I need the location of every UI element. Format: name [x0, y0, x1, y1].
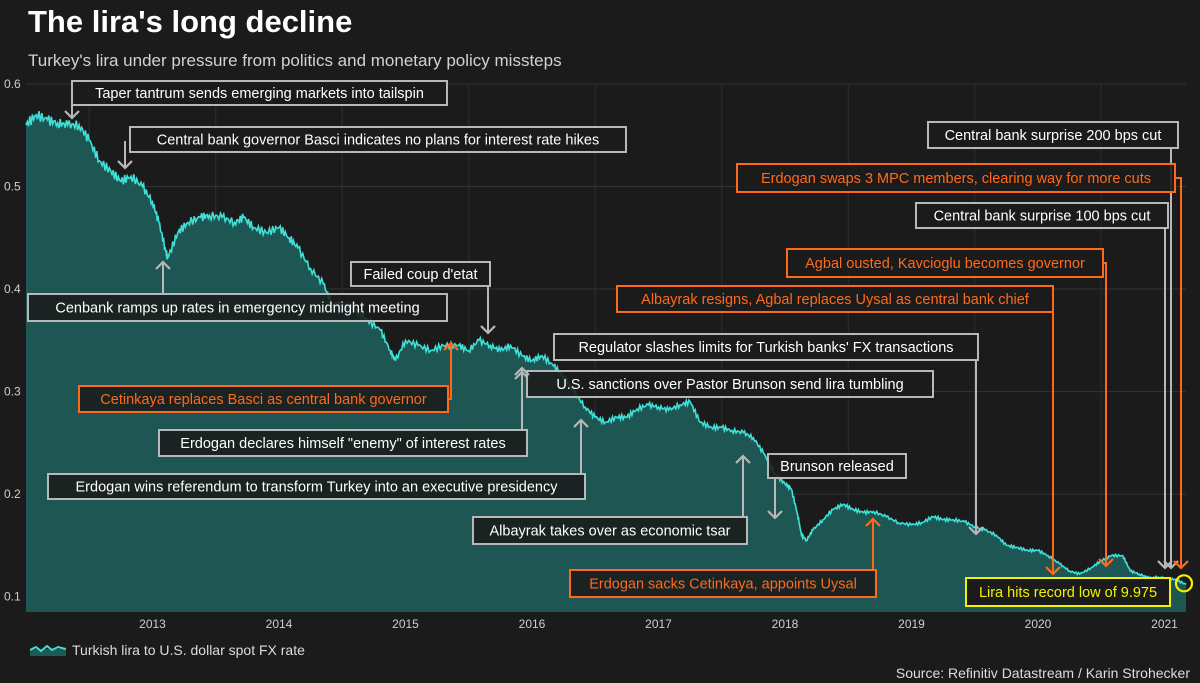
annotation-arrow-head — [1045, 566, 1061, 576]
x-tick-label: 2014 — [266, 617, 293, 631]
y-tick-label: 0.5 — [4, 180, 21, 194]
legend-label: Turkish lira to U.S. dollar spot FX rate — [72, 642, 305, 658]
x-tick-label: 2016 — [519, 617, 546, 631]
annotation-text: Central bank surprise 200 bps cut — [945, 128, 1162, 144]
annotation-box — [736, 163, 1176, 193]
legend: Turkish lira to U.S. dollar spot FX rate — [30, 642, 305, 658]
x-tick-label: 2019 — [898, 617, 925, 631]
annotation-box — [350, 261, 491, 287]
y-tick-label: 0.3 — [4, 385, 21, 399]
annotation-box — [78, 385, 449, 413]
record-low-marker — [1174, 574, 1194, 593]
annotation-box — [553, 333, 979, 361]
annotation-text: Cetinkaya replaces Basci as central bank… — [100, 392, 427, 408]
y-tick-label: 0.1 — [4, 590, 21, 604]
x-tick-label: 2020 — [1025, 617, 1052, 631]
chart-title: The lira's long decline — [28, 4, 353, 39]
x-tick-label: 2017 — [645, 617, 672, 631]
annotation-text: Central bank surprise 100 bps cut — [934, 209, 1151, 225]
annotation-arrow-head — [865, 517, 881, 527]
annotation-text: Agbal ousted, Kavcioglu becomes governor — [805, 256, 1085, 272]
annotation-box — [927, 121, 1179, 149]
source-credit: Source: Refinitiv Datastream / Karin Str… — [895, 665, 1190, 681]
annotation-arrow-head — [443, 341, 459, 351]
annotation-text: Lira hits record low of 9.975 — [979, 585, 1157, 601]
annotation-text: Albayrak takes over as economic tsar — [490, 524, 731, 540]
annotation-text: U.S. sanctions over Pastor Brunson send … — [556, 377, 903, 393]
annotations: Taper tantrum sends emerging markets int… — [27, 80, 1194, 607]
annotation-arrow-head — [480, 325, 496, 335]
legend-swatch — [30, 644, 66, 656]
annotation-arrow-head — [573, 418, 589, 428]
annotation-arrow-head — [968, 526, 984, 536]
annotation-box — [786, 248, 1104, 278]
annotation-box — [915, 202, 1169, 229]
annotation-text: Regulator slashes limits for Turkish ban… — [578, 340, 953, 356]
annotation-arrow-head — [767, 510, 783, 520]
annotation-arrow-head — [155, 260, 171, 270]
x-tick-label: 2015 — [392, 617, 419, 631]
annotation-arrow — [1103, 262, 1107, 566]
annotation-box — [129, 126, 627, 153]
x-tick-label: 2013 — [139, 617, 166, 631]
annotation-box — [71, 80, 448, 106]
annotation-text: Erdogan wins referendum to transform Tur… — [76, 480, 559, 496]
annotation-box — [27, 293, 448, 322]
annotation-text: Erdogan declares himself "enemy" of inte… — [180, 436, 505, 452]
annotation-arrow-head — [117, 160, 133, 170]
annotation-text: Erdogan sacks Cetinkaya, appoints Uysal — [589, 577, 857, 593]
annotation-box — [767, 453, 907, 479]
annotation-arrow-head — [64, 110, 80, 120]
annotation-text: Erdogan swaps 3 MPC members, clearing wa… — [761, 171, 1151, 187]
series-line — [25, 111, 1187, 585]
annotation-box — [47, 473, 586, 500]
annotation-box — [158, 429, 528, 457]
annotation-text: Central bank governor Basci indicates no… — [157, 133, 599, 149]
annotation-arrow-head — [1157, 560, 1173, 570]
annotation-box — [965, 577, 1171, 607]
y-tick-label: 0.6 — [4, 77, 21, 91]
annotation-box — [526, 370, 934, 398]
annotation-text: Taper tantrum sends emerging markets int… — [95, 86, 424, 102]
axis-labels: 0.1 0.2 0.3 0.4 0.5 0.6 2013 2014 2015 2016 2017 20… — [4, 77, 1178, 631]
annotation-arrow-head — [514, 366, 530, 376]
annotation-arrow-head — [1173, 560, 1189, 570]
chart-subtitle: Turkey's lira under pressure from politi… — [28, 51, 562, 70]
annotation-arrow-head — [1098, 558, 1114, 568]
annotation-text: Cenbank ramps up rates in emergency midn… — [55, 301, 419, 317]
x-tick-label: 2021 — [1151, 617, 1178, 631]
annotation-text: Albayrak resigns, Agbal replaces Uysal a… — [641, 292, 1030, 308]
annotation-text: Failed coup d'etat — [363, 267, 477, 283]
annotation-box — [616, 285, 1054, 313]
annotation-box — [472, 516, 748, 545]
annotation-arrow — [1175, 177, 1182, 568]
annotation-box — [569, 569, 877, 598]
annotation-text: Brunson released — [780, 459, 894, 475]
y-tick-label: 0.2 — [4, 487, 21, 501]
y-tick-label: 0.4 — [4, 282, 21, 296]
x-tick-label: 2018 — [772, 617, 799, 631]
annotation-arrow-head — [735, 454, 751, 464]
